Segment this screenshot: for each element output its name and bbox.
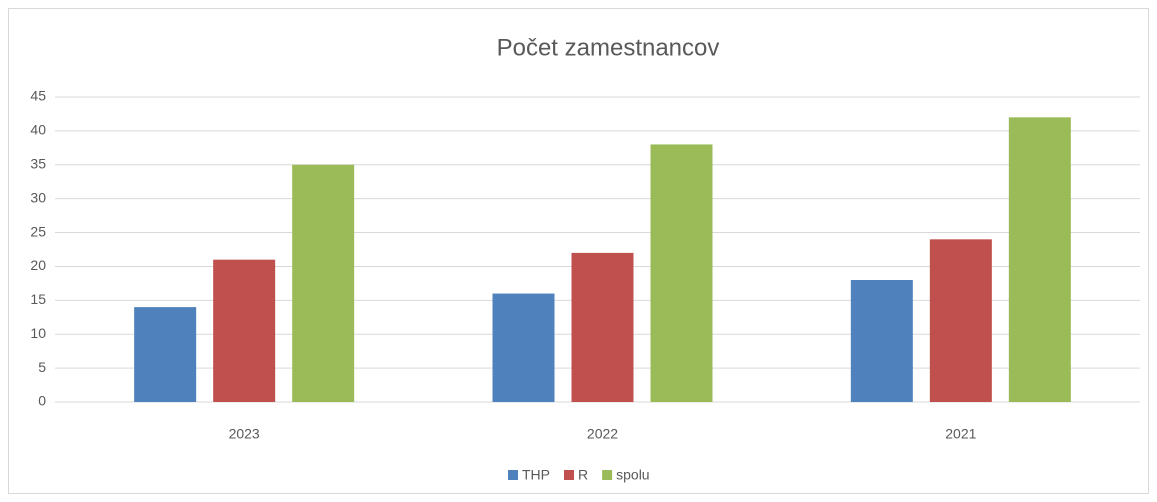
legend-label: R <box>578 467 588 483</box>
bar <box>134 307 197 402</box>
legend-label: spolu <box>616 467 649 483</box>
bar <box>492 293 555 402</box>
y-tick-label: 25 <box>30 223 46 239</box>
y-tick-label: 30 <box>30 189 46 205</box>
bar <box>850 280 913 402</box>
bar <box>1008 117 1071 402</box>
legend-swatch <box>508 470 518 480</box>
y-tick-label: 35 <box>30 155 46 171</box>
bar <box>650 144 713 402</box>
x-tick-label: 2023 <box>229 426 260 442</box>
x-tick-label: 2022 <box>587 426 618 442</box>
bar <box>292 164 355 402</box>
y-tick-label: 45 <box>30 88 46 104</box>
y-tick-label: 15 <box>30 291 46 307</box>
y-tick-label: 0 <box>38 393 46 409</box>
x-tick-label: 2021 <box>945 426 976 442</box>
chart-title: Počet zamestnancov <box>497 34 720 61</box>
bar <box>571 252 634 402</box>
legend-swatch <box>564 470 574 480</box>
bar <box>929 239 992 402</box>
legend-swatch <box>602 470 613 480</box>
legend-label: THP <box>522 467 550 483</box>
y-tick-label: 40 <box>30 122 46 138</box>
y-tick-label: 20 <box>30 257 46 273</box>
y-tick-label: 5 <box>38 359 46 375</box>
bar <box>213 259 276 402</box>
y-tick-label: 10 <box>30 325 46 341</box>
